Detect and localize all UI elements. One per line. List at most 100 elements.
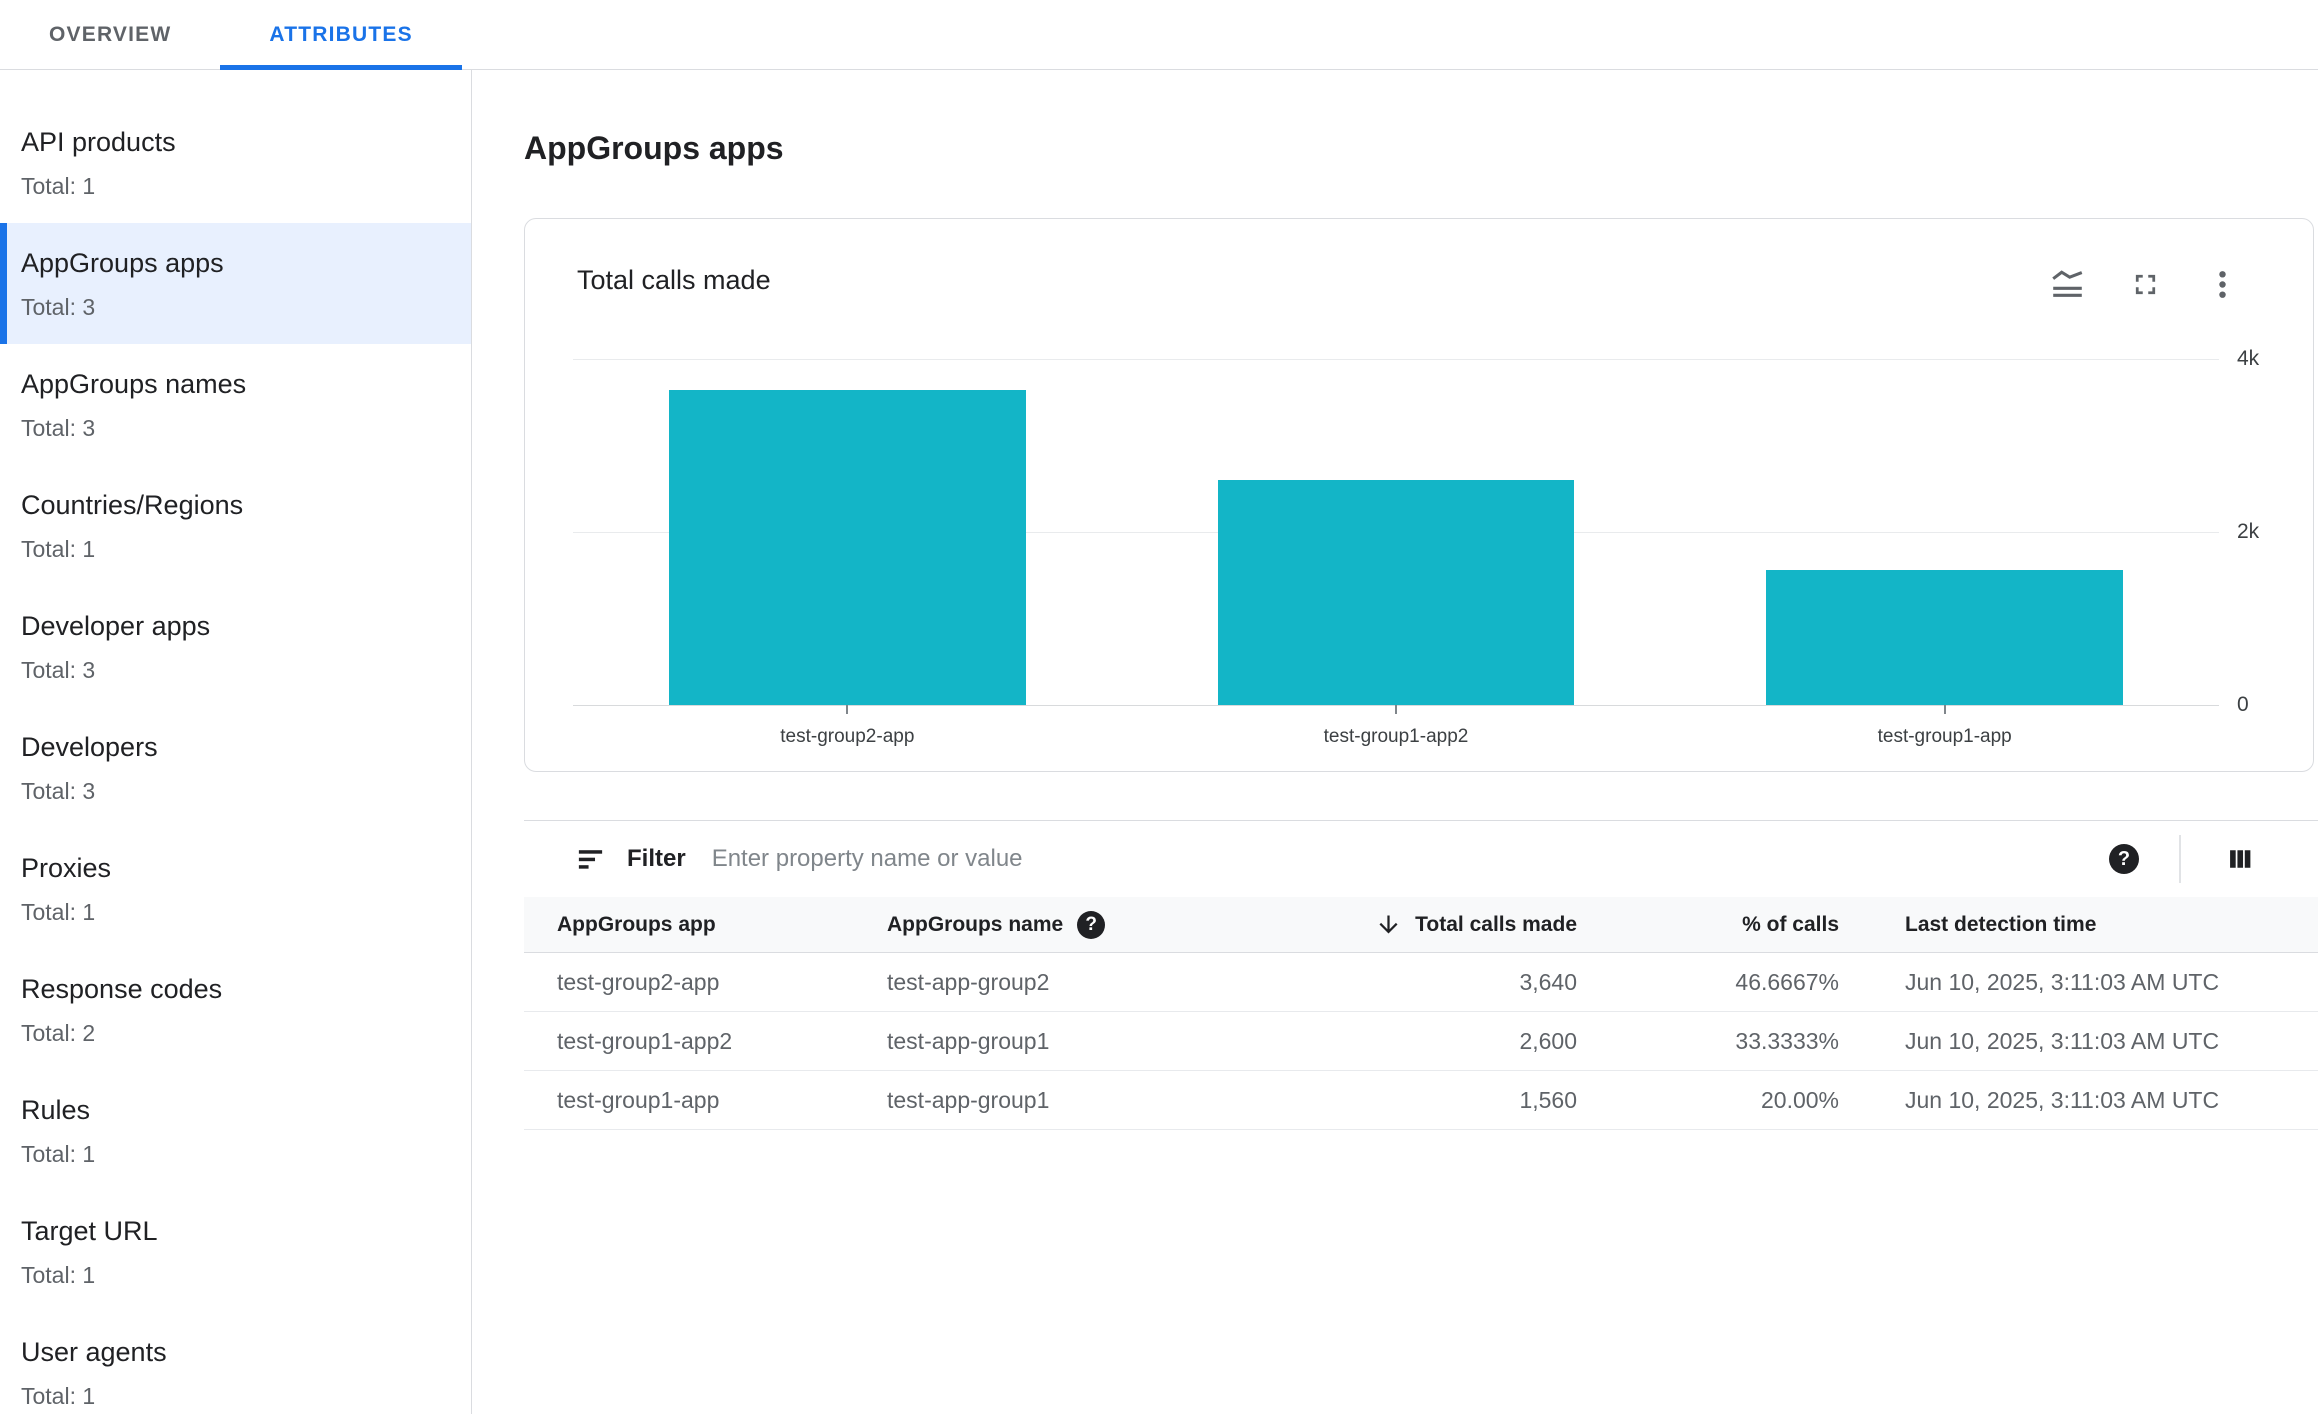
cell-pct-of-calls: 33.3333%	[1735, 1027, 1839, 1054]
y-axis: 4k 2k 0	[2237, 347, 2297, 716]
sidebar-item-total: Total: 1	[21, 1382, 96, 1409]
chart-toolbar	[2050, 267, 2239, 302]
filter-label: Filter	[627, 845, 686, 872]
x-axis-tick	[1943, 705, 1946, 714]
toolbar-divider	[2179, 835, 2181, 883]
bar-slot	[1122, 359, 1671, 705]
sidebar-item-total: Total: 1	[21, 1261, 96, 1288]
chart-type-icon[interactable]	[2050, 267, 2085, 302]
filter-icon	[575, 844, 606, 875]
sidebar-item-total: Total: 1	[21, 1140, 96, 1167]
sidebar-item-target-url[interactable]: Target URL Total: 1	[0, 1191, 471, 1312]
cell-appgroups-app: test-group1-app2	[557, 1027, 733, 1054]
sidebar-item-label: Developer apps	[21, 610, 211, 641]
bar-test-group2-app[interactable]	[669, 390, 1026, 705]
cell-last-detection-time: Jun 10, 2025, 3:11:03 AM UTC	[1905, 1086, 2220, 1113]
bar-chart: 4k 2k 0 test-group2-app test-group1-app2 tes…	[573, 347, 2259, 747]
sidebar-item-label: Response codes	[21, 973, 223, 1004]
cell-appgroups-name: test-app-group1	[887, 1086, 1050, 1113]
cell-appgroups-app: test-group1-app	[557, 1086, 720, 1113]
sidebar-item-total: Total: 3	[21, 414, 96, 441]
table-row[interactable]: test-group1-app2 test-app-group1 2,600 3…	[524, 1012, 2318, 1071]
bar-slot	[573, 359, 1122, 705]
sidebar-item-total: Total: 3	[21, 293, 96, 320]
sidebar-item-appgroups-names[interactable]: AppGroups names Total: 3	[0, 344, 471, 465]
cell-pct-of-calls: 20.00%	[1760, 1086, 1839, 1113]
cell-total-calls: 2,600	[1519, 1027, 1577, 1054]
chart-bars	[573, 359, 2219, 705]
tab-overview[interactable]: OVERVIEW	[0, 0, 220, 70]
y-axis-label: 4k	[2237, 347, 2260, 370]
help-icon[interactable]	[1077, 910, 1106, 939]
sidebar-item-total: Total: 1	[21, 535, 96, 562]
sidebar-item-response-codes[interactable]: Response codes Total: 2	[0, 949, 471, 1070]
sidebar-item-label: Target URL	[21, 1215, 158, 1246]
sort-descending-icon	[1379, 915, 1398, 934]
sidebar-item-total: Total: 2	[21, 1019, 96, 1046]
filter-input[interactable]	[711, 845, 2109, 873]
cell-last-detection-time: Jun 10, 2025, 3:11:03 AM UTC	[1905, 968, 2220, 995]
x-axis-label-slot: test-group1-app	[1670, 705, 2219, 748]
active-tab-indicator	[220, 65, 462, 70]
sidebar-item-label: Developers	[21, 731, 158, 762]
sidebar-item-developers[interactable]: Developers Total: 3	[0, 707, 471, 828]
tab-attributes-label: ATTRIBUTES	[269, 23, 413, 46]
help-icon[interactable]	[2109, 844, 2139, 874]
sidebar-item-proxies[interactable]: Proxies Total: 1	[0, 828, 471, 949]
x-axis-label-slot: test-group2-app	[573, 705, 1122, 748]
tab-bar: OVERVIEW ATTRIBUTES	[0, 0, 2318, 70]
column-header-appgroups-name[interactable]: AppGroups name	[887, 910, 1367, 939]
x-axis-label: test-group1-app	[1877, 726, 2012, 747]
column-header-pct-of-calls[interactable]: % of calls	[1742, 912, 1839, 936]
sidebar-item-total: Total: 1	[21, 898, 96, 925]
cell-last-detection-time: Jun 10, 2025, 3:11:03 AM UTC	[1905, 1027, 2220, 1054]
sidebar-item-rules[interactable]: Rules Total: 1	[0, 1070, 471, 1191]
sidebar: API products Total: 1 AppGroups apps Tot…	[0, 70, 472, 1414]
x-axis-label: test-group1-app2	[1323, 726, 1469, 747]
sidebar-item-label: Rules	[21, 1094, 91, 1125]
table-row[interactable]: test-group2-app test-app-group2 3,640 46…	[524, 953, 2318, 1012]
sidebar-item-label: AppGroups names	[21, 368, 247, 399]
sidebar-item-label: Countries/Regions	[21, 489, 244, 520]
column-display-icon[interactable]	[2225, 845, 2255, 873]
table-header-row: AppGroups app AppGroups name Total calls…	[524, 897, 2318, 953]
x-axis-tick	[846, 705, 849, 714]
cell-appgroups-app: test-group2-app	[557, 968, 720, 995]
y-axis-label: 0	[2237, 693, 2249, 716]
cell-total-calls: 3,640	[1519, 968, 1577, 995]
sidebar-item-appgroups-apps[interactable]: AppGroups apps Total: 3	[0, 223, 471, 344]
sidebar-item-developer-apps[interactable]: Developer apps Total: 3	[0, 586, 471, 707]
x-axis-label: test-group2-app	[780, 726, 915, 747]
sidebar-item-total: Total: 1	[21, 172, 96, 199]
y-axis-label: 2k	[2237, 520, 2260, 543]
column-header-total-calls-made[interactable]: Total calls made	[1367, 911, 1577, 938]
tab-overview-label: OVERVIEW	[49, 23, 172, 46]
sidebar-item-total: Total: 3	[21, 777, 96, 804]
cell-appgroups-name: test-app-group1	[887, 1027, 1050, 1054]
column-header-last-detection-time[interactable]: Last detection time	[1905, 912, 2097, 936]
sidebar-item-label: API products	[21, 126, 176, 157]
cell-total-calls: 1,560	[1519, 1086, 1577, 1113]
sidebar-item-countries-regions[interactable]: Countries/Regions Total: 1	[0, 465, 471, 586]
column-header-appgroups-app[interactable]: AppGroups app	[557, 912, 716, 936]
attributes-table-section: Filter AppGroups app AppGroups name	[524, 820, 2318, 1130]
page-title: AppGroups apps	[524, 130, 784, 166]
more-options-icon[interactable]	[2206, 268, 2239, 301]
cell-pct-of-calls: 46.6667%	[1735, 968, 1839, 995]
bar-test-group1-app[interactable]	[1766, 570, 2123, 705]
table-row[interactable]: test-group1-app test-app-group1 1,560 20…	[524, 1071, 2318, 1130]
sidebar-item-user-agents[interactable]: User agents Total: 1	[0, 1312, 471, 1414]
sidebar-item-total: Total: 3	[21, 656, 96, 683]
x-axis: test-group2-app test-group1-app2 test-grou…	[573, 705, 2219, 748]
gridline-4k	[573, 359, 2219, 360]
cell-appgroups-name: test-app-group2	[887, 968, 1050, 995]
bar-test-group1-app2[interactable]	[1217, 480, 1575, 705]
chart-card: Total calls made	[524, 218, 2314, 772]
x-axis-tick	[1395, 705, 1397, 714]
x-axis-label-slot: test-group1-app2	[1122, 705, 1671, 748]
sidebar-item-label: User agents	[21, 1336, 167, 1367]
sidebar-item-api-products[interactable]: API products Total: 1	[0, 102, 471, 223]
fullscreen-icon[interactable]	[2129, 268, 2162, 301]
tab-attributes[interactable]: ATTRIBUTES	[220, 0, 462, 70]
